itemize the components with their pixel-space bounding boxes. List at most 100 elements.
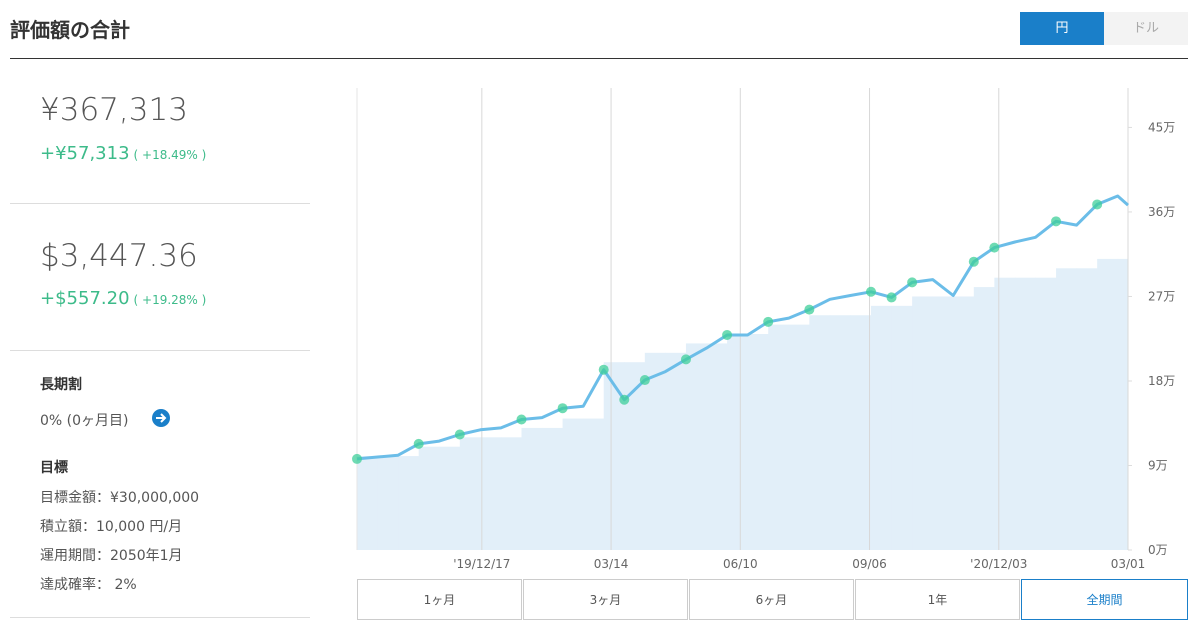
goal-item: 積立額：10,000 円/月 xyxy=(40,519,183,535)
dollar-toggle[interactable]: ドル xyxy=(1104,12,1188,45)
y-tick-label: 27万 xyxy=(1148,289,1175,303)
yen-change-pct: ( +18.49% ) xyxy=(133,148,207,162)
dollar-change: +$557.20( +19.28% ) xyxy=(40,288,206,309)
principal-area xyxy=(829,315,851,550)
principal-area xyxy=(727,334,749,550)
principal-area xyxy=(932,296,954,550)
goal-item: 目標金額：¥30,000,000 xyxy=(40,490,200,506)
purchase-marker xyxy=(968,256,979,267)
principal-area xyxy=(480,437,502,550)
page-title: 評価額の合計 xyxy=(10,18,130,42)
dollar-change-value: +$557.20 xyxy=(40,288,130,309)
principal-area xyxy=(706,343,728,550)
purchase-marker xyxy=(557,403,568,414)
purchase-marker xyxy=(352,453,362,464)
divider xyxy=(10,203,310,204)
principal-area xyxy=(1117,258,1129,550)
principal-area xyxy=(685,343,708,550)
range-button[interactable]: 6ヶ月 xyxy=(689,579,854,620)
yen-toggle[interactable]: 円 xyxy=(1020,12,1104,45)
range-button[interactable]: 3ヶ月 xyxy=(523,579,688,620)
principal-area xyxy=(357,456,379,550)
principal-area xyxy=(1035,277,1057,550)
arrow-button[interactable] xyxy=(151,408,171,428)
principal-area xyxy=(1056,268,1078,550)
principal-area xyxy=(439,446,461,550)
x-tick-label: 03/01 xyxy=(1111,557,1146,571)
principal-area xyxy=(912,296,934,550)
principal-area xyxy=(603,362,625,550)
dollar-amount: $3,447.36 xyxy=(40,238,198,274)
principal-area xyxy=(768,324,790,550)
principal-area xyxy=(562,418,584,550)
purchase-marker xyxy=(763,316,774,327)
principal-area xyxy=(953,296,975,550)
divider xyxy=(10,350,310,351)
purchase-marker xyxy=(989,242,1000,253)
x-tick-label: '20/12/03 xyxy=(970,557,1027,571)
x-tick-label: 09/06 xyxy=(852,557,887,571)
principal-area xyxy=(994,277,1016,550)
principal-area xyxy=(377,456,399,550)
divider xyxy=(10,617,310,618)
purchase-marker xyxy=(886,292,897,303)
y-tick-label: 36万 xyxy=(1148,205,1175,219)
principal-area xyxy=(809,315,831,550)
y-tick-label: 9万 xyxy=(1148,458,1168,472)
purchase-marker xyxy=(598,364,609,375)
purchase-marker xyxy=(907,277,918,288)
principal-area xyxy=(1076,268,1098,550)
long-term-value: 0% (0ヶ月目) xyxy=(40,413,129,429)
purchase-marker xyxy=(1092,199,1103,210)
principal-area xyxy=(747,334,769,550)
principal-area xyxy=(850,315,872,550)
x-tick-label: 06/10 xyxy=(723,557,758,571)
y-tick-label: 0万 xyxy=(1148,543,1168,557)
purchase-marker xyxy=(619,394,630,405)
principal-area xyxy=(665,352,687,550)
principal-area xyxy=(459,437,481,550)
principal-area xyxy=(418,446,440,550)
y-tick-label: 45万 xyxy=(1148,120,1175,134)
principal-area xyxy=(1014,277,1036,550)
long-term-label: 長期割 xyxy=(40,377,82,393)
chart: '19/12/17 03/14 06/10 09/06 '20/12/03 03/010万… xyxy=(352,88,1175,571)
purchase-marker xyxy=(866,286,876,297)
principal-area xyxy=(521,427,543,550)
yen-change: +¥57,313( +18.49% ) xyxy=(40,143,206,164)
purchase-marker xyxy=(516,414,527,425)
purchase-marker xyxy=(413,438,424,449)
goal-label: 目標 xyxy=(40,460,68,476)
range-button-selected[interactable]: 全期間 xyxy=(1021,579,1188,620)
principal-area xyxy=(871,305,893,550)
principal-area xyxy=(891,305,913,550)
x-tick-label: 03/14 xyxy=(594,557,629,571)
purchase-marker xyxy=(722,329,733,340)
principal-area xyxy=(1097,258,1119,550)
principal-area xyxy=(398,456,420,550)
x-tick-label: '19/12/17 xyxy=(453,557,510,571)
y-tick-label: 18万 xyxy=(1148,374,1175,388)
purchase-marker xyxy=(804,304,815,315)
purchase-marker xyxy=(454,429,465,440)
goal-item: 運用期間：2050年1月 xyxy=(40,548,183,564)
principal-area xyxy=(644,352,666,550)
principal-area xyxy=(624,362,646,550)
dollar-change-pct: ( +19.28% ) xyxy=(133,293,207,307)
header-rule xyxy=(10,58,1188,59)
goal-item: 達成確率： 2% xyxy=(40,577,137,593)
purchase-marker xyxy=(639,375,650,386)
yen-amount: ¥367,313 xyxy=(40,92,188,128)
principal-area xyxy=(542,427,564,550)
range-button[interactable]: 1年 xyxy=(855,579,1020,620)
principal-area xyxy=(788,324,810,550)
purchase-marker xyxy=(1051,216,1062,227)
principal-area xyxy=(583,418,605,550)
principal-area xyxy=(973,287,995,550)
range-button[interactable]: 1ヶ月 xyxy=(357,579,522,620)
purchase-marker xyxy=(680,354,691,365)
value-line xyxy=(356,194,1129,461)
principal-area xyxy=(500,437,522,550)
yen-change-value: +¥57,313 xyxy=(40,143,130,164)
